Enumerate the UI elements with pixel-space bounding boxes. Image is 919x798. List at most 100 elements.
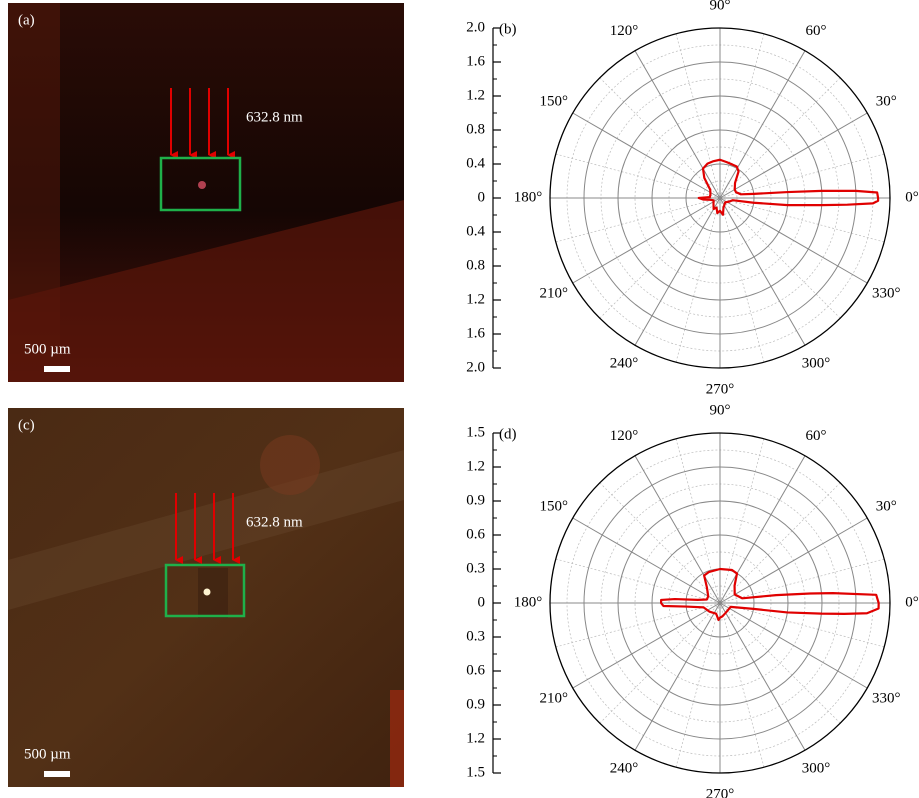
panel-label: (d) — [499, 426, 517, 442]
grid-spoke — [635, 51, 720, 198]
grid-spoke — [720, 198, 805, 345]
photo-region — [198, 568, 228, 618]
r-tick-label: 1.2 — [466, 458, 485, 474]
angle-label: 330° — [872, 285, 901, 301]
minor-grid-spoke — [600, 198, 720, 318]
r-tick-label: 0.4 — [466, 155, 485, 171]
angle-label: 0° — [905, 189, 919, 205]
r-tick-label: 2.0 — [466, 19, 485, 35]
scale-bar — [44, 366, 70, 372]
minor-grid-spoke — [720, 34, 764, 198]
r-tick-label: 0.9 — [466, 696, 485, 712]
minor-grid-spoke — [600, 483, 720, 603]
r-tick-label: 0.8 — [466, 121, 485, 137]
minor-grid-spoke — [720, 559, 884, 603]
grid-spoke — [573, 518, 720, 603]
r-tick-label: 0 — [478, 189, 486, 205]
r-tick-label: 0.6 — [466, 526, 485, 542]
grid-spoke — [720, 603, 867, 688]
minor-grid-spoke — [676, 198, 720, 362]
angle-label: 150° — [539, 93, 568, 109]
r-tick-label: 0 — [478, 594, 486, 610]
minor-grid-spoke — [720, 603, 764, 767]
grid-spoke — [573, 198, 720, 283]
minor-grid-spoke — [676, 439, 720, 603]
panel-label: (c) — [18, 417, 35, 433]
minor-grid-spoke — [720, 198, 764, 362]
grid-spoke — [720, 113, 867, 198]
figure: (a) 632.8 nm 500 µm (c) 632.8 nm 500 µm 0° 30… — [0, 0, 919, 798]
minor-grid-spoke — [556, 198, 720, 242]
minor-grid-spoke — [720, 439, 764, 603]
grid-spoke — [720, 198, 867, 283]
r-tick-label: 1.2 — [466, 87, 485, 103]
minor-grid-spoke — [720, 603, 840, 723]
r-tick-label: 1.5 — [466, 424, 485, 440]
r-tick-label: 1.6 — [466, 53, 485, 69]
panel-label: (b) — [499, 21, 517, 37]
grid-spoke — [720, 51, 805, 198]
angle-label: 0° — [905, 594, 919, 610]
spot — [198, 181, 206, 189]
grid-spoke — [573, 113, 720, 198]
minor-grid-spoke — [600, 78, 720, 198]
r-tick-label: 1.5 — [466, 764, 485, 780]
angle-label: 240° — [610, 761, 639, 777]
r-tick-label: 0.4 — [466, 223, 485, 239]
minor-grid-spoke — [556, 603, 720, 647]
angle-label: 270° — [706, 786, 735, 798]
grid-spoke — [635, 603, 720, 750]
angle-label: 210° — [539, 285, 568, 301]
r-tick-label: 0.3 — [466, 560, 485, 576]
spot — [204, 589, 211, 596]
angle-label: 270° — [706, 381, 735, 397]
grid-spoke — [573, 603, 720, 688]
angle-label: 180° — [514, 594, 543, 610]
angle-label: 30° — [876, 498, 897, 514]
angle-label: 210° — [539, 690, 568, 706]
minor-grid-spoke — [720, 483, 840, 603]
angle-label: 300° — [802, 761, 831, 777]
r-tick-label: 0.8 — [466, 257, 485, 273]
minor-grid-spoke — [720, 78, 840, 198]
photo-panel: (a) 632.8 nm 500 µm — [8, 3, 404, 382]
angle-label: 120° — [610, 428, 639, 444]
angle-label: 150° — [539, 498, 568, 514]
angle-label: 180° — [514, 189, 543, 205]
minor-grid-spoke — [720, 198, 840, 318]
minor-grid-spoke — [676, 603, 720, 767]
r-tick-label: 2.0 — [466, 359, 485, 375]
r-tick-label: 0.6 — [466, 662, 485, 678]
angle-label: 240° — [610, 356, 639, 372]
minor-grid-spoke — [720, 603, 884, 647]
angle-label: 60° — [806, 23, 827, 39]
angle-label: 330° — [872, 690, 901, 706]
photo-region — [390, 690, 404, 787]
photo-panel: (c) 632.8 nm 500 µm — [8, 408, 404, 787]
r-tick-label: 1.6 — [466, 325, 485, 341]
grid-spoke — [635, 198, 720, 345]
wavelength-label: 632.8 nm — [246, 514, 303, 530]
scale-bar-label: 500 µm — [24, 341, 71, 357]
wavelength-label: 632.8 nm — [246, 109, 303, 125]
angle-label: 120° — [610, 23, 639, 39]
minor-grid-spoke — [556, 559, 720, 603]
angle-label: 30° — [876, 93, 897, 109]
scale-bar-label: 500 µm — [24, 746, 71, 762]
angle-label: 90° — [710, 402, 731, 418]
grid-spoke — [635, 456, 720, 603]
r-tick-label: 0.3 — [466, 628, 485, 644]
minor-grid-spoke — [556, 154, 720, 198]
angle-label: 90° — [710, 0, 731, 13]
r-tick-label: 1.2 — [466, 730, 485, 746]
photo-region — [260, 435, 320, 495]
panel-label: (a) — [18, 12, 35, 28]
scale-bar — [44, 771, 70, 777]
grid-spoke — [720, 603, 805, 750]
grid-spoke — [720, 518, 867, 603]
grid-spoke — [720, 456, 805, 603]
angle-label: 60° — [806, 428, 827, 444]
r-tick-label: 1.2 — [466, 291, 485, 307]
minor-grid-spoke — [676, 34, 720, 198]
minor-grid-spoke — [600, 603, 720, 723]
